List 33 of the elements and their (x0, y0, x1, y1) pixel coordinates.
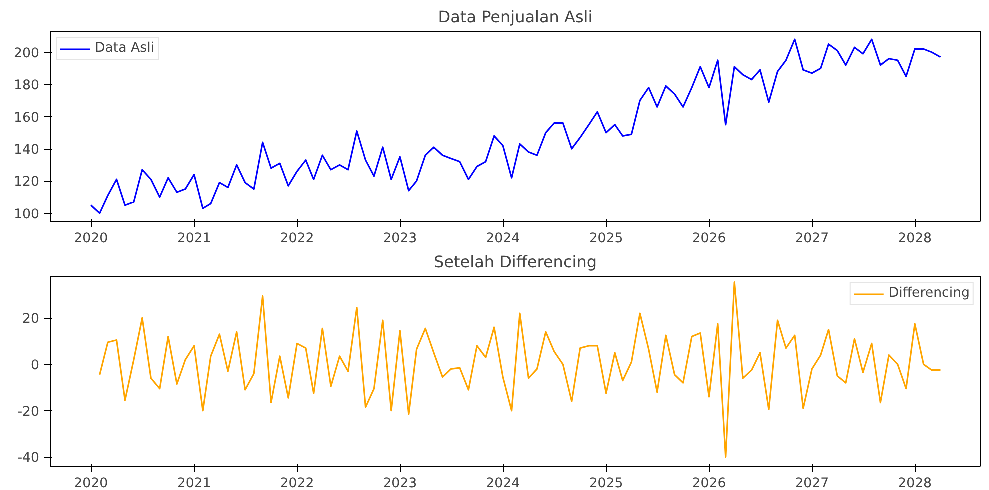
chart-title: Setelah Differencing (434, 252, 597, 272)
x-tick-label: 2023 (383, 232, 418, 246)
x-tick-label: 2027 (795, 476, 830, 490)
y-tick-label: 20 (22, 312, 40, 328)
chart-title: Data Penjualan Asli (438, 8, 593, 26)
x-tick-label: 2022 (280, 232, 314, 246)
y-tick-label: 140 (14, 143, 40, 158)
x-tick-label: 2025 (589, 232, 624, 246)
y-tick-label: 200 (14, 46, 40, 62)
x-tick-label: 2028 (898, 232, 932, 246)
line-series (90, 38, 942, 214)
x-tick-label: 2025 (589, 476, 624, 490)
x-tick-label: 2023 (383, 476, 418, 490)
x-tick-label: 2020 (74, 476, 108, 490)
x-tick-label: 2028 (898, 476, 932, 490)
x-tick-label: 2026 (692, 232, 726, 246)
y-tick-label: -40 (18, 451, 40, 466)
y-tick-label: 0 (31, 358, 40, 374)
x-tick-label: 2022 (280, 476, 314, 490)
y-tick-label: 180 (14, 78, 40, 94)
y-tick-label: 120 (14, 175, 40, 190)
x-tick-label: 2024 (486, 232, 520, 246)
x-tick-label: 2024 (486, 476, 520, 490)
y-tick-label: 160 (14, 110, 40, 126)
x-tick-label: 2026 (692, 476, 726, 490)
x-tick-label: 2027 (795, 232, 830, 246)
x-tick-label: 2021 (177, 476, 212, 490)
y-tick-label: 100 (14, 207, 40, 222)
x-tick-label: 2021 (177, 232, 212, 246)
x-tick-label: 2020 (74, 232, 108, 246)
y-tick-label: -20 (18, 404, 40, 420)
legend-label: Differencing (888, 286, 970, 301)
legend-label: Data Asli (95, 41, 155, 56)
